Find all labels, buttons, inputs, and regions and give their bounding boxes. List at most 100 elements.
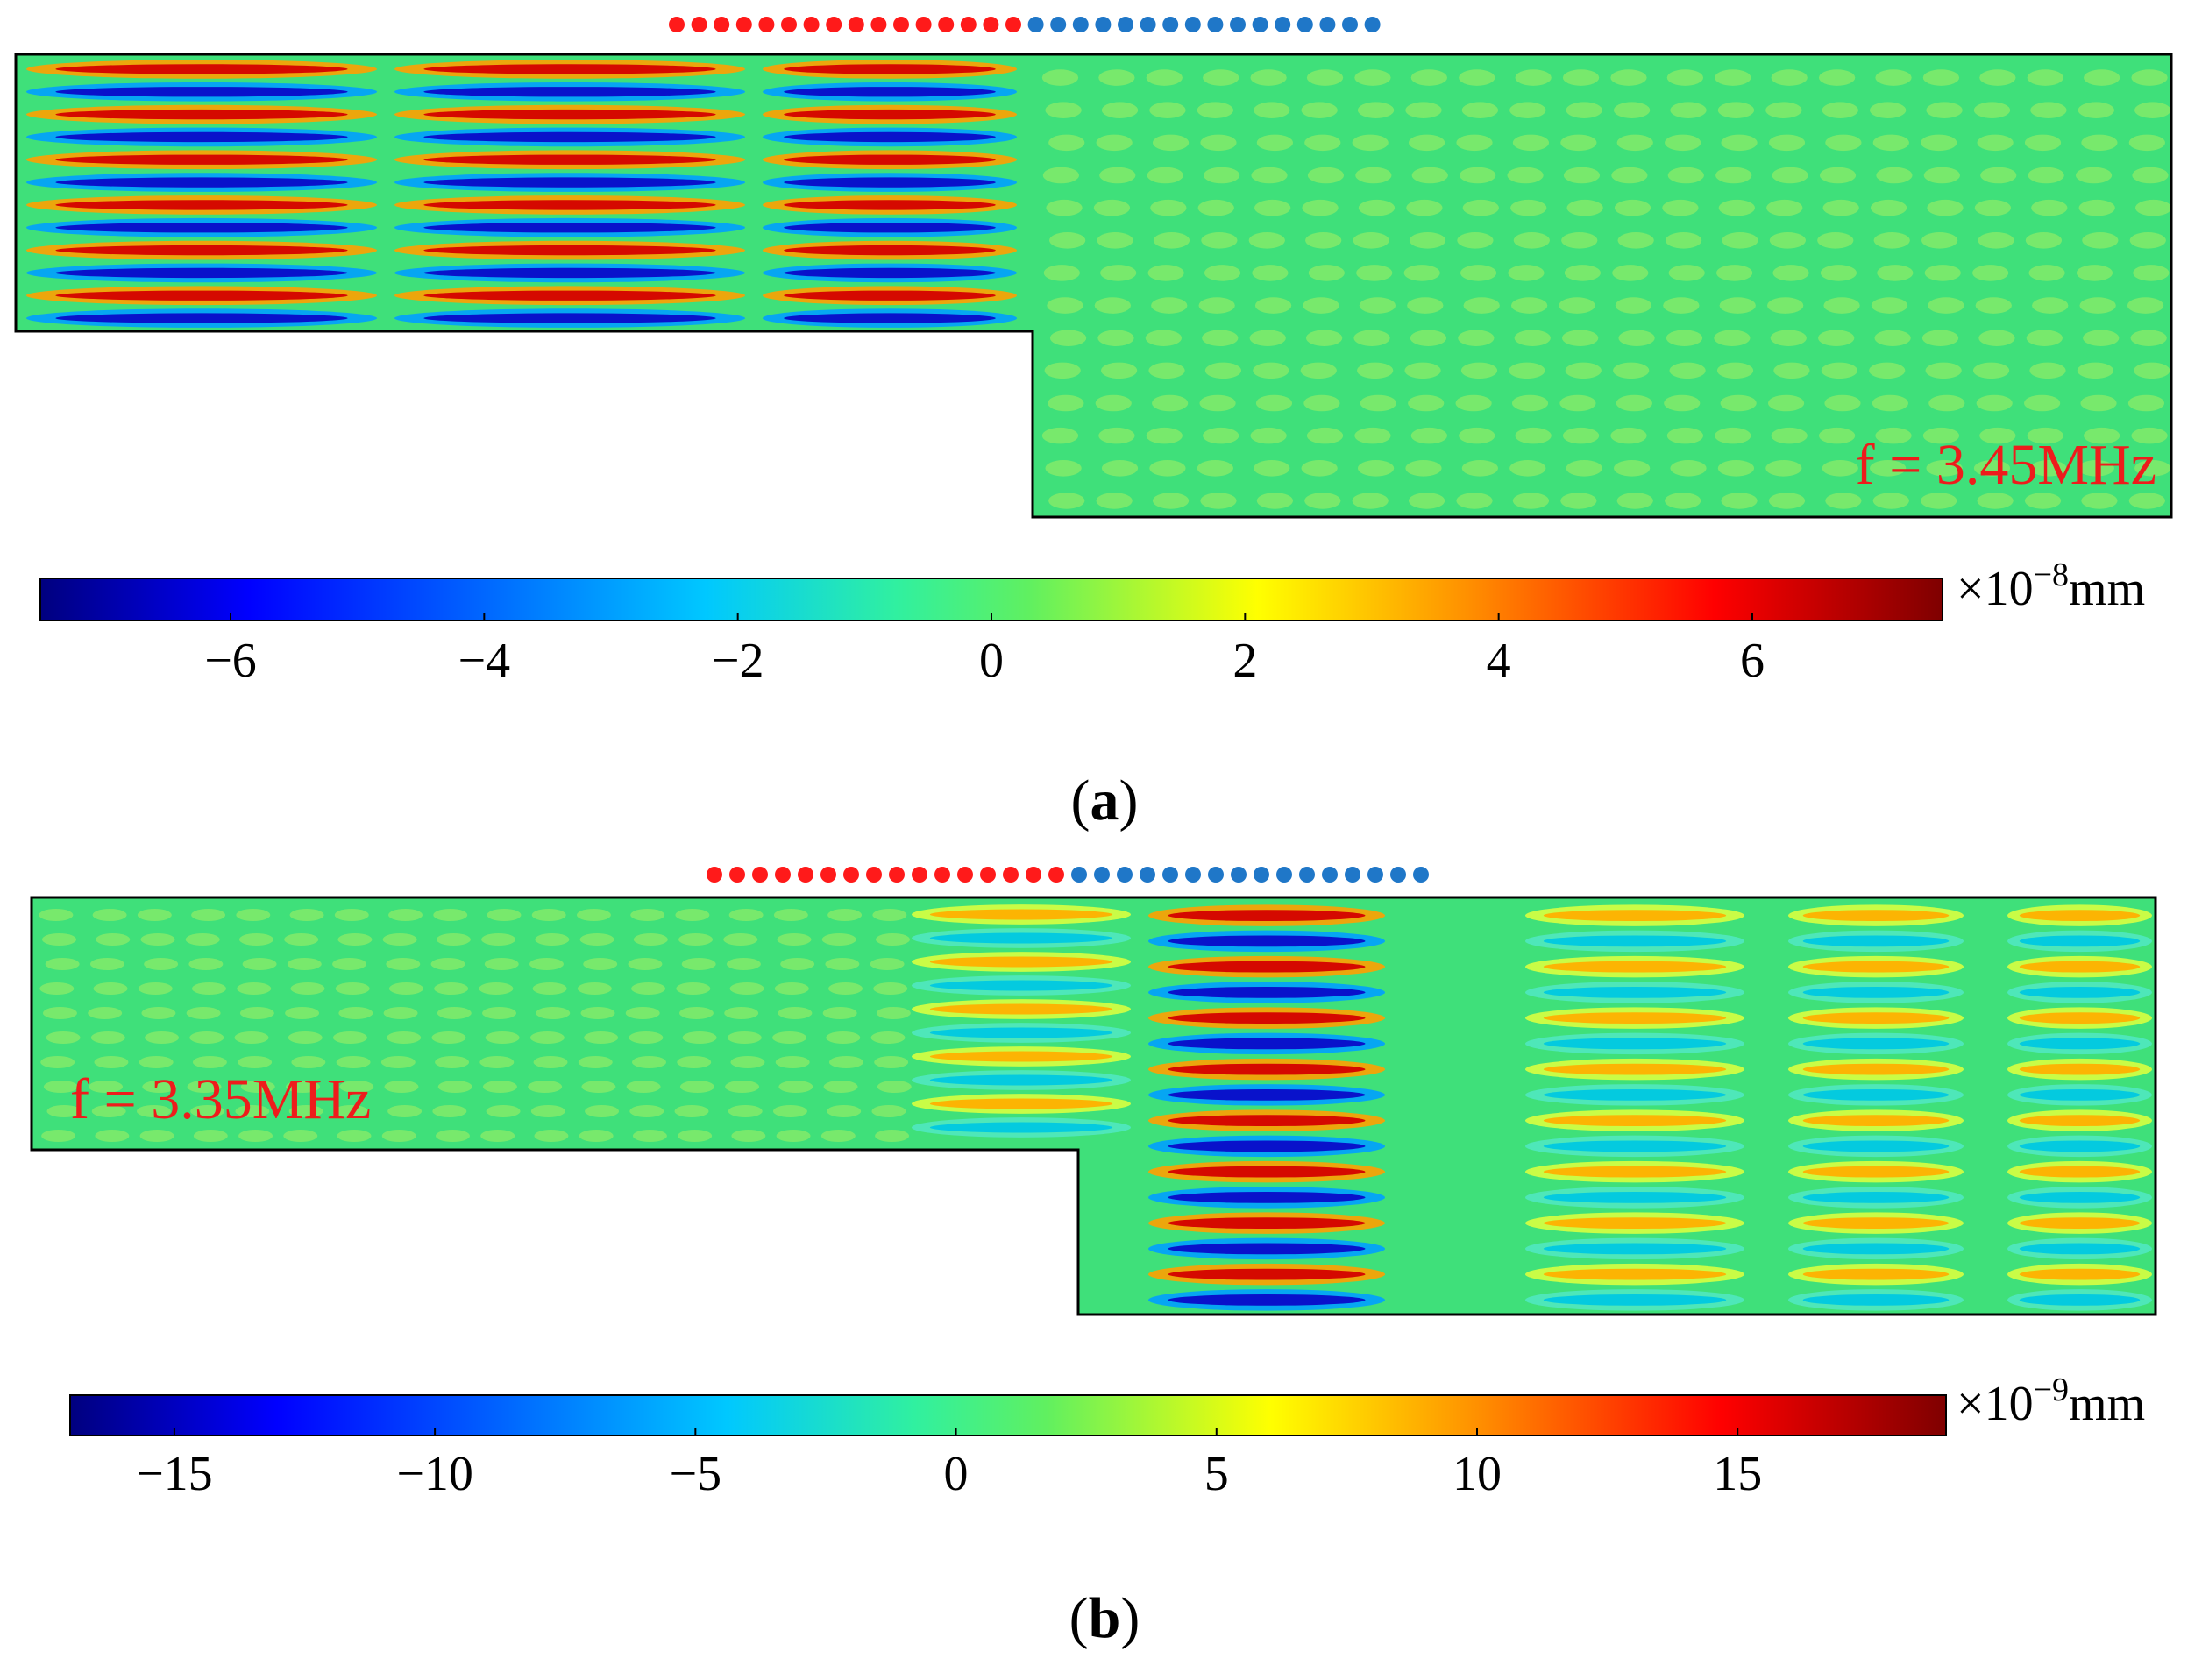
field-speckle xyxy=(820,1130,856,1142)
field-speckle xyxy=(678,1007,714,1019)
source-dot-blue xyxy=(1276,867,1292,883)
field-speckle xyxy=(1927,199,1964,216)
field-band-core xyxy=(2019,1268,2141,1280)
source-dot-red xyxy=(843,867,859,883)
field-speckle xyxy=(2030,460,2067,477)
colorbar-tick-label: −6 xyxy=(204,634,257,688)
field-speckle xyxy=(1098,69,1135,86)
field-speckle xyxy=(1360,394,1396,412)
field-speckle xyxy=(877,1081,912,1093)
source-dot-red xyxy=(707,867,722,883)
field-speckle xyxy=(1564,265,1602,281)
field-speckle xyxy=(1461,102,1499,118)
field-speckle xyxy=(1562,427,1600,444)
source-dot-red xyxy=(934,867,950,883)
field-speckle xyxy=(1616,394,1652,412)
field-speckle xyxy=(1821,362,1857,379)
field-speckle xyxy=(188,958,224,970)
field-speckle xyxy=(1876,167,1913,184)
field-speckle xyxy=(1978,232,2014,249)
field-speckle xyxy=(1512,493,1550,509)
field-band-core xyxy=(1543,986,1727,998)
field-speckle xyxy=(780,958,815,970)
field-speckle xyxy=(870,1031,906,1044)
field-speckle xyxy=(1872,493,1909,509)
field-speckle xyxy=(89,1081,124,1093)
field-speckle xyxy=(1973,460,2011,477)
field-band-core xyxy=(2019,986,2141,998)
colorbar-b: −15 −10 −5 0 5 10 15 ×10−9mm xyxy=(69,1372,2145,1501)
field-speckle xyxy=(1666,330,1703,347)
field-band-core xyxy=(423,177,716,188)
field-speckle xyxy=(2024,134,2062,152)
field-speckle xyxy=(626,1081,661,1093)
field-speckle xyxy=(90,1031,125,1044)
source-dot-blue xyxy=(1390,867,1406,883)
field-speckle xyxy=(1819,167,1857,184)
field-speckle xyxy=(1410,69,1447,86)
field-speckle xyxy=(1770,330,1807,347)
source-dot-blue xyxy=(1095,17,1112,32)
field-speckle xyxy=(337,1130,372,1142)
field-speckle xyxy=(1515,427,1552,444)
field-speckle xyxy=(337,933,373,946)
field-speckle xyxy=(1613,362,1650,379)
field-speckle xyxy=(1149,460,1186,477)
field-speckle xyxy=(2024,493,2062,509)
field-band-core xyxy=(2019,1088,2141,1101)
field-speckle xyxy=(1613,102,1651,118)
field-speckle xyxy=(1354,427,1391,444)
field-speckle xyxy=(2081,493,2118,509)
field-speckle xyxy=(1254,297,1292,314)
field-band-core xyxy=(55,131,348,143)
source-dot-blue xyxy=(1299,867,1315,883)
field-speckle xyxy=(95,1130,130,1142)
field-speckle xyxy=(288,1105,323,1117)
field-speckle xyxy=(285,1007,320,1019)
frequency-label-a: f = 3.45MHz xyxy=(1856,433,2156,497)
field-speckle xyxy=(826,1031,861,1044)
field-speckle xyxy=(630,909,665,921)
field-speckle xyxy=(1668,265,1705,281)
colorbar-tick-label: 0 xyxy=(944,1447,969,1501)
field-speckle xyxy=(1100,265,1137,281)
source-dot-blue xyxy=(1162,867,1178,883)
field-speckle xyxy=(1146,427,1183,444)
colorbar-tick-label: 5 xyxy=(1204,1447,1229,1501)
field-speckle xyxy=(776,1130,811,1142)
field-band-core xyxy=(55,290,348,301)
source-dot-blue xyxy=(1207,17,1224,32)
field-speckle xyxy=(1145,330,1183,347)
field-speckle xyxy=(1099,167,1136,184)
field-speckle xyxy=(485,1031,520,1044)
field-band-core xyxy=(1802,1268,1950,1280)
field-speckle xyxy=(1248,232,1285,249)
field-speckle xyxy=(1096,493,1133,509)
field-speckle xyxy=(2023,394,2061,412)
field-speckle xyxy=(1200,134,1237,152)
source-dot-blue xyxy=(1230,17,1246,32)
source-dot-blue xyxy=(1027,17,1044,32)
field-band-core xyxy=(1168,935,1366,947)
field-speckle xyxy=(1149,102,1186,118)
field-speckle xyxy=(1771,427,1808,444)
field-speckle xyxy=(1510,199,1547,216)
field-speckle xyxy=(1820,265,1857,281)
field-speckle xyxy=(479,1056,515,1068)
field-speckle xyxy=(1152,134,1190,152)
field-speckle xyxy=(1457,232,1494,249)
field-speckle xyxy=(1101,102,1139,118)
field-band-core xyxy=(784,109,996,120)
field-speckle xyxy=(1203,427,1239,444)
source-dot-blue xyxy=(1140,17,1156,32)
field-speckle xyxy=(284,933,319,946)
field-speckle xyxy=(1048,134,1085,152)
field-speckle xyxy=(1509,102,1546,118)
field-speckle xyxy=(1669,362,1706,379)
field-speckle xyxy=(530,1105,565,1117)
field-speckle xyxy=(533,1056,568,1068)
field-speckle xyxy=(1610,69,1647,86)
source-array-a xyxy=(669,17,1381,32)
field-speckle xyxy=(821,933,856,946)
